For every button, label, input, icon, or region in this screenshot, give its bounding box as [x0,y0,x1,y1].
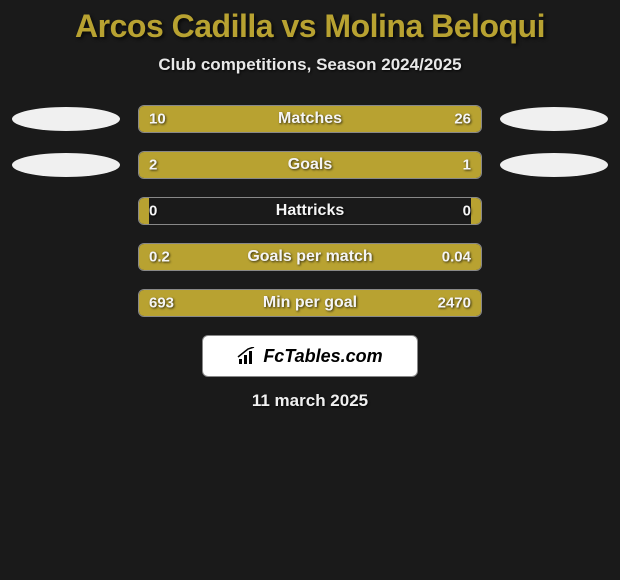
stat-row: Goals per match 0.2 0.04 [0,243,620,271]
bar-segment-left [139,152,367,178]
logo-text: FcTables.com [263,346,382,367]
stat-value-left: 693 [149,295,174,312]
stat-bar: Hattricks 0 0 [138,197,482,225]
stat-label: Min per goal [263,294,357,312]
stat-value-right: 0 [463,203,471,220]
bar-segment-left [139,198,149,224]
page-title: Arcos Cadilla vs Molina Beloqui [0,8,620,45]
stat-value-right: 0.04 [442,249,471,266]
logo-box[interactable]: FcTables.com [202,335,418,377]
stat-value-left: 2 [149,157,157,174]
player-right-badge [500,107,608,131]
stat-row: Hattricks 0 0 [0,197,620,225]
stat-value-left: 10 [149,111,166,128]
stat-bar: Min per goal 693 2470 [138,289,482,317]
stat-value-right: 26 [454,111,471,128]
stat-bar: Goals per match 0.2 0.04 [138,243,482,271]
stat-label: Goals [288,156,332,174]
stat-value-right: 2470 [438,295,471,312]
player-left-badge [12,153,120,177]
stat-bar: Matches 10 26 [138,105,482,133]
stat-row: Min per goal 693 2470 [0,289,620,317]
stat-label: Goals per match [247,248,372,266]
player-right-badge [500,153,608,177]
stats-list: Matches 10 26 Goals 2 1 Hattricks 0 0 Goals per m… [0,105,620,317]
bar-segment-right [234,106,481,132]
chart-icon [237,347,259,365]
stat-label: Matches [278,110,342,128]
stat-value-left: 0 [149,203,157,220]
stat-row: Matches 10 26 [0,105,620,133]
stat-value-left: 0.2 [149,249,170,266]
stat-bar: Goals 2 1 [138,151,482,179]
bar-segment-right [471,198,481,224]
date-label: 11 march 2025 [0,391,620,411]
stat-value-right: 1 [463,157,471,174]
stat-label: Hattricks [276,202,344,220]
subtitle: Club competitions, Season 2024/2025 [0,55,620,75]
player-left-badge [12,107,120,131]
stat-row: Goals 2 1 [0,151,620,179]
